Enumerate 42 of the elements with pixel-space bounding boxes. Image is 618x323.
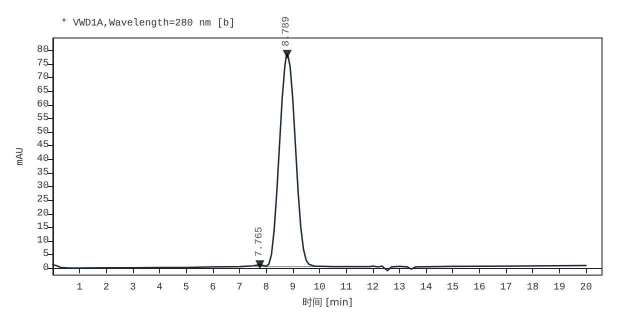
y-tick-label: 40 bbox=[36, 154, 49, 165]
y-tick-label: 60 bbox=[36, 99, 49, 110]
y-tick-label: 75 bbox=[36, 58, 49, 70]
x-tick-label: 13 bbox=[393, 282, 406, 294]
x-axis-title: 时间 [min] bbox=[302, 296, 352, 308]
y-tick-label: 50 bbox=[36, 126, 49, 138]
annotation: 7.765 bbox=[254, 226, 266, 257]
x-tick-label: 17 bbox=[500, 282, 512, 294]
y-tick-label: 45 bbox=[36, 140, 49, 152]
x-tick-label: 5 bbox=[183, 282, 190, 294]
y-tick-label: 20 bbox=[36, 208, 49, 220]
y-tick-label: 80 bbox=[36, 44, 49, 56]
x-tick-label: 3 bbox=[130, 282, 136, 294]
x-tick-label: 4 bbox=[156, 282, 163, 294]
y-tick-label: 10 bbox=[36, 236, 49, 247]
y-tick-label: 35 bbox=[36, 167, 49, 178]
x-tick-label: 18 bbox=[526, 282, 539, 294]
y-tick-label: 30 bbox=[36, 181, 49, 192]
y-tick-label: 55 bbox=[36, 112, 49, 124]
y-axis-title: mAU bbox=[16, 148, 26, 166]
y-tick-label: 5 bbox=[42, 249, 49, 260]
x-tick-label: 6 bbox=[210, 282, 216, 294]
x-tick-label: 16 bbox=[473, 282, 486, 294]
chart-title: * VWD1A,Wavelength=280 nm [b] bbox=[61, 18, 236, 30]
x-tick-label: 12 bbox=[366, 282, 379, 294]
x-tick-label: 19 bbox=[553, 282, 566, 294]
y-tick-label: 70 bbox=[36, 72, 49, 84]
y-tick-label: 25 bbox=[36, 194, 49, 206]
annotation: 8.789 bbox=[282, 16, 293, 46]
y-tick-label: 0 bbox=[42, 262, 49, 274]
y-tick-label: 15 bbox=[36, 222, 49, 233]
x-tick-label: 20 bbox=[580, 282, 592, 294]
x-tick-label: 8 bbox=[263, 282, 270, 294]
x-tick-label: 2 bbox=[103, 282, 110, 294]
x-tick-label: 1 bbox=[76, 282, 83, 294]
x-tick-label: 14 bbox=[420, 282, 432, 294]
x-tick-label: 9 bbox=[290, 282, 296, 294]
x-tick-label: 15 bbox=[446, 282, 459, 294]
x-tick-label: 10 bbox=[313, 282, 326, 294]
x-tick-label: 11 bbox=[340, 282, 352, 294]
y-tick-label: 65 bbox=[36, 86, 49, 97]
x-tick-label: 7 bbox=[236, 282, 242, 294]
